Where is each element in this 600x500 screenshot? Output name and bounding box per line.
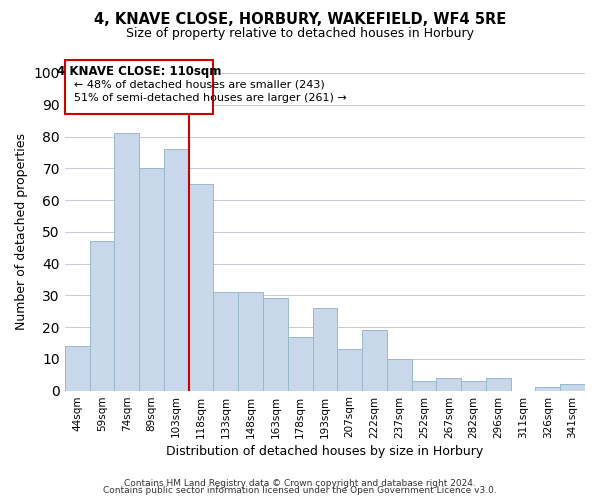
Bar [560, 384, 585, 390]
X-axis label: Distribution of detached houses by size in Horbury: Distribution of detached houses by size … [166, 444, 484, 458]
Bar [164, 149, 188, 390]
Bar [461, 381, 486, 390]
Bar [115, 134, 139, 390]
Bar [412, 381, 436, 390]
Text: 4 KNAVE CLOSE: 110sqm: 4 KNAVE CLOSE: 110sqm [57, 66, 221, 78]
Bar [188, 184, 214, 390]
Bar [436, 378, 461, 390]
Bar [337, 350, 362, 391]
Text: Size of property relative to detached houses in Horbury: Size of property relative to detached ho… [126, 28, 474, 40]
Text: 51% of semi-detached houses are larger (261) →: 51% of semi-detached houses are larger (… [74, 93, 347, 103]
Bar [362, 330, 387, 390]
Bar [263, 298, 288, 390]
Text: Contains HM Land Registry data © Crown copyright and database right 2024.: Contains HM Land Registry data © Crown c… [124, 478, 476, 488]
Y-axis label: Number of detached properties: Number of detached properties [15, 134, 28, 330]
Bar [288, 336, 313, 390]
Bar [214, 292, 238, 390]
Bar [387, 359, 412, 390]
Bar [89, 242, 115, 390]
Text: Contains public sector information licensed under the Open Government Licence v3: Contains public sector information licen… [103, 486, 497, 495]
Bar [238, 292, 263, 390]
Bar [535, 388, 560, 390]
Bar [486, 378, 511, 390]
Bar [65, 346, 89, 391]
Text: ← 48% of detached houses are smaller (243): ← 48% of detached houses are smaller (24… [74, 80, 325, 90]
Text: 4, KNAVE CLOSE, HORBURY, WAKEFIELD, WF4 5RE: 4, KNAVE CLOSE, HORBURY, WAKEFIELD, WF4 … [94, 12, 506, 28]
Bar [139, 168, 164, 390]
Bar [313, 308, 337, 390]
